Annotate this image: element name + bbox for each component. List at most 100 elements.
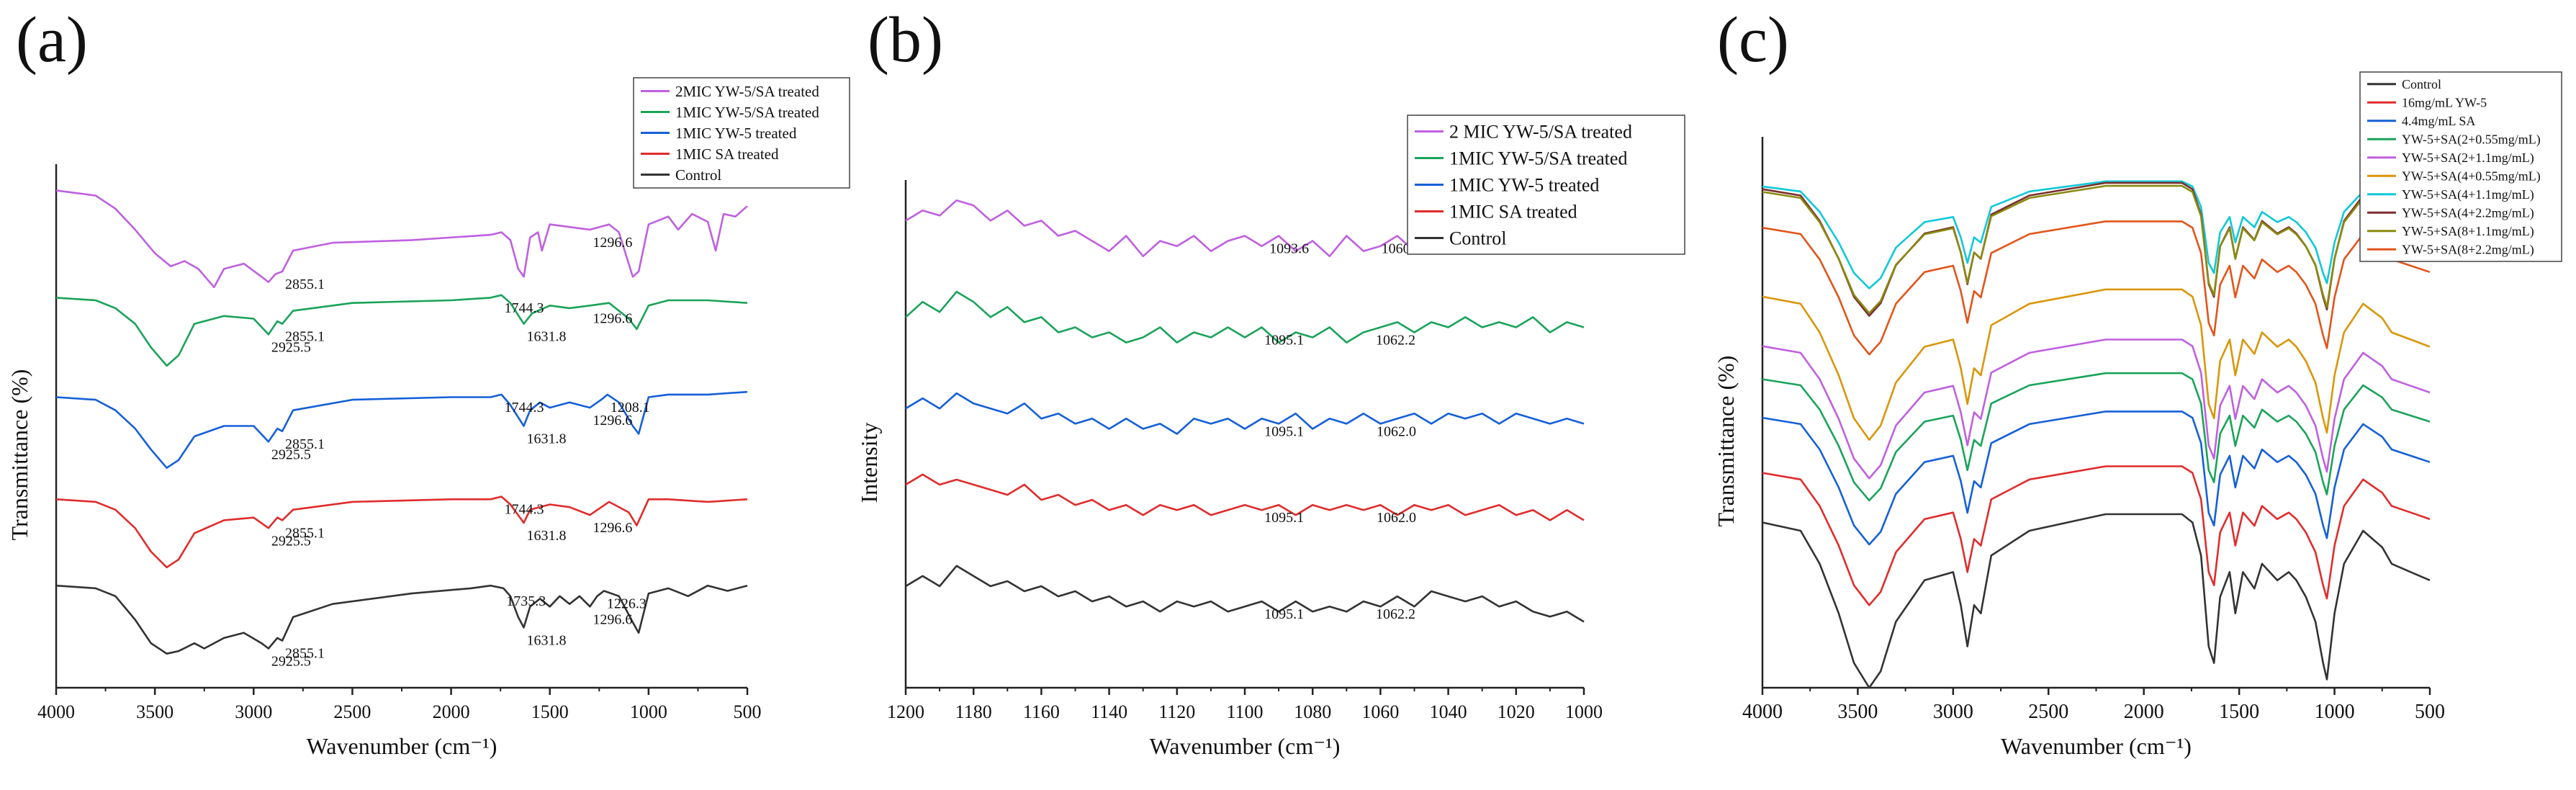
series-line-1mic-yw-5-treated (55, 390, 748, 469)
peak-annotation: 1095.1 (1264, 510, 1304, 526)
x-tick-label: 4000 (1742, 701, 1783, 723)
series-line-yw-5-sa-2-1-1mg-ml (1762, 338, 2431, 480)
peak-annotation: 1735.3 (506, 593, 546, 609)
series-line-control (55, 584, 748, 655)
peak-annotation: 1296.6 (593, 611, 632, 627)
series-line-yw-5-sa-8-1-1mg-ml (1762, 184, 2431, 315)
x-tick-label: 1140 (1091, 701, 1127, 722)
y-axis-label: Intensity (856, 423, 882, 503)
x-tick-label: 3000 (1933, 701, 1973, 723)
legend-entry-control: Control (675, 166, 721, 184)
peak-annotation: 2925.5 (271, 653, 311, 669)
panel-a: (a) 4000 3500 3000 2500 2000 1500 1000 500 Wavenu… (6, 4, 850, 759)
x-tick-label: 4000 (37, 701, 75, 722)
peak-annotation: 2855.1 (285, 277, 325, 292)
legend-entry-yw-5-sa-8-1-1mg-ml: YW-5+SA(8+1.1mg/mL) (2402, 224, 2534, 239)
x-tick-label: 2000 (2124, 701, 2164, 723)
peak-annotation: 1296.6 (593, 413, 632, 428)
x-tick-label: 1200 (887, 701, 924, 722)
peak-annotation: 1631.8 (527, 329, 567, 345)
legend-entry-1mic-yw-5-treated: 1MIC YW-5 treated (1449, 175, 1599, 196)
x-tick-label: 3000 (235, 701, 272, 722)
legend-entry-yw-5-sa-2-0-55mg-ml: YW-5+SA(2+0.55mg/mL) (2402, 133, 2541, 148)
legend-entry-4-4mg-ml-sa: 4.4mg/mL SA (2402, 114, 2475, 128)
series-line-1mic-yw-5-sa-treated (905, 290, 1585, 344)
peak-annotation: 2855.1 (285, 329, 325, 345)
x-tick-label: 1040 (1430, 701, 1467, 722)
peak-annotation: 1062.0 (1377, 423, 1416, 439)
series-line-yw-5-sa-2-0-55mg-ml (1762, 372, 2431, 502)
legend-entry-16mg-ml-yw-5: 16mg/mL YW-5 (2402, 96, 2487, 110)
legend-entry-1mic-sa-treated: 1MIC SA treated (1449, 202, 1577, 223)
peak-annotation: 1296.6 (593, 520, 632, 536)
peak-annotation: 1095.1 (1264, 332, 1304, 348)
x-tick-label: 1000 (2315, 701, 2355, 723)
x-tick-label: 2000 (433, 701, 470, 722)
legend-entry-1mic-yw-5-treated: 1MIC YW-5 treated (675, 125, 797, 142)
legend-box (633, 77, 850, 189)
peak-annotation: 1631.8 (527, 528, 567, 544)
x-tick-label: 500 (734, 701, 762, 722)
series-line-yw-5-sa-4-0-55mg-ml (1762, 288, 2431, 441)
x-tick-label: 3500 (1837, 701, 1878, 723)
peak-annotation: 1296.6 (593, 310, 632, 326)
x-axis-label: Wavenumber (cm⁻¹) (2001, 733, 2192, 759)
x-tick-label: 3500 (136, 701, 174, 722)
peak-annotation: 2925.5 (271, 533, 311, 549)
series-line-control (1762, 513, 2431, 689)
x-tick-label: 1100 (1226, 701, 1263, 722)
peak-annotation: 1095.1 (1264, 423, 1304, 439)
x-tick-label: 1060 (1361, 701, 1399, 722)
x-tick-label: 2500 (333, 701, 371, 722)
x-tick-label: 1120 (1158, 701, 1195, 722)
x-tick-label: 1500 (531, 701, 569, 722)
y-axis-label: Transmittance (%) (1713, 356, 1739, 527)
series-line-1mic-yw-5-sa-treated (55, 294, 748, 367)
series-line-4-4mg-ml-sa (1762, 410, 2431, 546)
legend: 2 MIC YW-5/SA treated 1MIC YW-5/SA treate… (1407, 115, 1685, 255)
peak-annotation: 1744.3 (505, 400, 544, 416)
legend: Control 16mg/mL YW-5 4.4mg/mL SA YW-5+SA(2+… (2359, 71, 2562, 262)
peak-annotation: 2855.1 (285, 525, 325, 541)
peak-annotation: 1744.3 (505, 300, 544, 316)
peak-annotation: 1631.8 (527, 632, 567, 648)
peak-annotation: 2925.5 (271, 339, 311, 355)
x-tick-label: 500 (2415, 701, 2445, 723)
legend-entry-1mic-sa-treated: 1MIC SA treated (675, 145, 779, 163)
legend-entry-yw-5-sa-4-0-55mg-ml: YW-5+SA(4+0.55mg/mL) (2402, 169, 2541, 184)
series-line-1mic-sa-treated (905, 473, 1585, 521)
series-line-1mic-yw-5-treated (905, 392, 1585, 435)
legend-entry-yw-5-sa-8-2-2mg-ml: YW-5+SA(8+2.2mg/mL) (2402, 243, 2534, 258)
peak-annotation: 2855.1 (285, 646, 325, 662)
x-tick-label: 1000 (1565, 701, 1603, 722)
series-line-2mic-yw-5-sa-treated (55, 189, 748, 289)
x-tick-label: 1180 (955, 701, 992, 722)
y-axis-label: Transmittance (%) (6, 369, 32, 541)
peak-annotation: 1093.6 (1269, 241, 1309, 257)
legend-entry-1mic-yw-5-sa-treated: 1MIC YW-5/SA treated (1449, 148, 1627, 169)
x-tick-label: 1020 (1498, 701, 1535, 722)
peak-annotation: 1062.2 (1376, 332, 1415, 348)
peak-annotation: 1208.1 (611, 400, 650, 416)
legend-entry-2-mic-yw-5-sa-treated: 2 MIC YW-5/SA treated (1449, 122, 1632, 143)
panel-c: (c) 4000 3500 3000 2500 2000 1500 1000 500 Wavenu… (1713, 4, 2562, 759)
peak-annotation: 1062.0 (1377, 510, 1416, 526)
peak-annotation: 1296.6 (593, 235, 632, 251)
x-tick-label: 2500 (2028, 701, 2068, 723)
peak-annotation: 2855.1 (285, 436, 325, 452)
series-line-yw-5-sa-8-2-2mg-ml (1762, 220, 2431, 356)
series-line-yw-5-sa-4-1-1mg-ml (1762, 180, 2431, 289)
series-line-control (905, 565, 1585, 623)
legend-entry-yw-5-sa-2-1-1mg-ml: YW-5+SA(2+1.1mg/mL) (2402, 151, 2534, 166)
x-tick-label: 1080 (1294, 701, 1331, 722)
panel-b: (b) 1200 1180 1160 1140 1120 1100 1080 1060 1040 1… (856, 4, 1685, 759)
peak-annotation: 1631.8 (527, 431, 567, 447)
legend: 2MIC YW-5/SA treated 1MIC YW-5/SA treated… (633, 77, 850, 189)
series-line-16mg-ml-yw-5 (1762, 465, 2431, 606)
legend-entry-yw-5-sa-4-2-2mg-ml: YW-5+SA(4+2.2mg/mL) (2402, 206, 2534, 221)
x-axis-label: Wavenumber (cm⁻¹) (307, 733, 497, 759)
peak-annotation: 1062.2 (1376, 606, 1415, 622)
panel-label: (b) (868, 4, 943, 76)
legend-entry-2mic-yw-5-sa-treated: 2MIC YW-5/SA treated (675, 83, 819, 100)
